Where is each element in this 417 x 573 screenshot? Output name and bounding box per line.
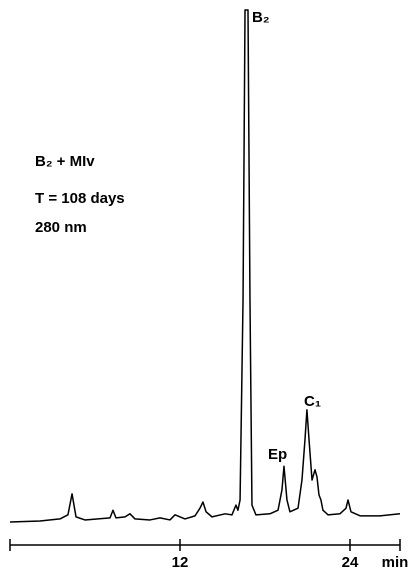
annotation: C₁ xyxy=(304,393,321,410)
x-tick-label: 12 xyxy=(172,554,189,571)
annotation: B₂ + MIv xyxy=(35,153,95,170)
trace xyxy=(9,9,401,523)
x-axis-label: min xyxy=(382,554,409,571)
x-tick-label: 24 xyxy=(342,554,359,571)
annotation: 280 nm xyxy=(35,219,87,236)
annotation: T = 108 days xyxy=(35,190,125,207)
annotation: Ep xyxy=(268,446,287,463)
annotation: B₂ xyxy=(252,9,270,26)
